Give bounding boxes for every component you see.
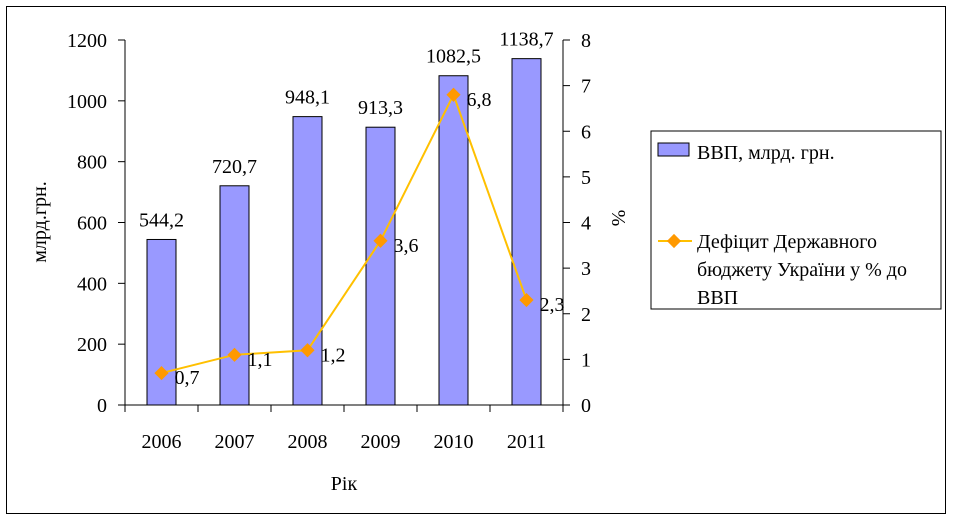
chart-frame xyxy=(6,6,946,514)
x-tick-label: 2011 xyxy=(507,431,546,453)
y-right-tick-label: 4 xyxy=(581,213,591,235)
y-right-tick-label: 5 xyxy=(581,167,591,189)
line-data-label: 1,2 xyxy=(321,344,346,366)
y-left-tick-label: 1000 xyxy=(67,91,107,113)
line-data-label: 3,6 xyxy=(394,235,419,257)
x-tick-label: 2006 xyxy=(142,431,182,453)
y-axis-left-title: млрд.грн. xyxy=(29,181,51,262)
legend: ВВП, млрд. грн. Дефіцит Державного бюдже… xyxy=(650,130,942,310)
legend-line-marker xyxy=(666,233,682,249)
legend-item-gdp: ВВП, млрд. грн. xyxy=(697,142,835,164)
line-marker xyxy=(446,87,461,102)
y-left-tick-label: 0 xyxy=(97,395,107,417)
bar-gdp xyxy=(219,185,250,406)
x-tick-label: 2008 xyxy=(288,431,328,453)
y-right-tick-label: 0 xyxy=(581,395,591,417)
y-axis-right-title: % xyxy=(607,210,629,227)
bar-gdp xyxy=(146,238,177,406)
y-right-tick-label: 1 xyxy=(581,349,591,371)
x-tick-label: 2007 xyxy=(215,431,255,453)
y-right-tick-label: 2 xyxy=(581,304,591,326)
y-left-tick-label: 600 xyxy=(77,213,107,235)
x-axis-title: Рік xyxy=(331,473,358,495)
bar-data-label: 1138,7 xyxy=(499,29,553,51)
legend-item-deficit-line2: бюджету України у % до xyxy=(697,259,907,281)
legend-item-deficit-line3: ВВП xyxy=(697,287,738,309)
bar-data-label: 948,1 xyxy=(285,87,330,109)
y-right-tick-label: 8 xyxy=(581,30,591,52)
y-left-tick-label: 400 xyxy=(77,273,107,295)
y-left-tick-label: 1200 xyxy=(67,30,107,52)
x-tick-label: 2010 xyxy=(434,431,474,453)
line-marker xyxy=(373,233,388,248)
line-data-label: 1,1 xyxy=(248,349,273,371)
y-left-tick-label: 800 xyxy=(77,152,107,174)
bar-data-label: 720,7 xyxy=(212,156,257,178)
bar-gdp xyxy=(292,116,323,406)
line-data-label: 0,7 xyxy=(175,367,200,389)
line-marker xyxy=(300,343,315,358)
bar-gdp xyxy=(438,75,469,406)
line-data-label: 6,8 xyxy=(467,89,492,111)
line-deficit xyxy=(161,92,528,375)
y-right-tick-label: 3 xyxy=(581,258,591,280)
x-tick-label: 2009 xyxy=(361,431,401,453)
line-marker xyxy=(519,292,534,308)
legend-item-deficit-line1: Дефіцит Державного xyxy=(697,231,877,253)
y-right-tick-label: 7 xyxy=(581,76,591,98)
bar-gdp xyxy=(511,58,542,406)
y-right-tick-label: 6 xyxy=(581,121,591,143)
line-marker xyxy=(154,365,169,381)
legend-box xyxy=(650,130,942,310)
bar-data-label: 1082,5 xyxy=(426,46,481,68)
line-data-label: 2,3 xyxy=(540,294,565,316)
line-marker xyxy=(227,347,242,362)
bar-gdp xyxy=(365,126,396,406)
y-left-tick-label: 200 xyxy=(77,334,107,356)
legend-bar-swatch xyxy=(657,142,690,157)
bar-data-label: 544,2 xyxy=(139,209,184,231)
bar-data-label: 913,3 xyxy=(358,97,403,119)
